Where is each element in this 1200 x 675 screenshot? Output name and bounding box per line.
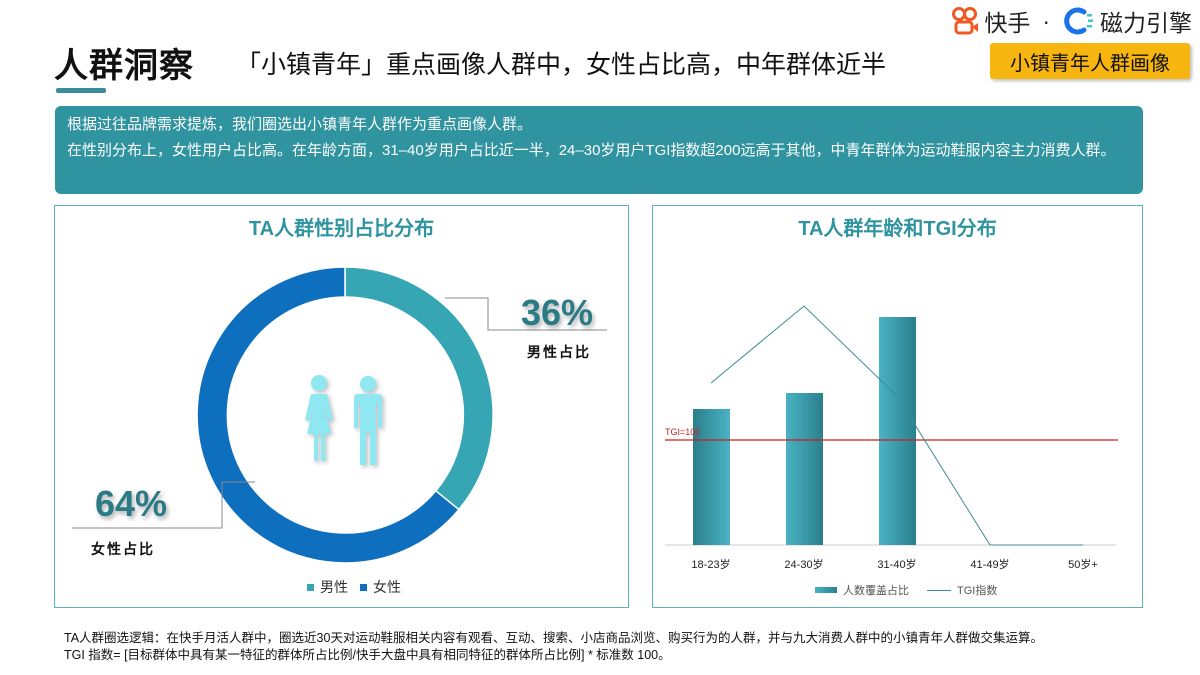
legend-swatch-bar [815, 587, 837, 593]
female-percentage-label: 女性占比 [91, 541, 155, 557]
legend-swatch-line [927, 589, 951, 591]
donut-segments [196, 266, 494, 564]
x-label-31-40: 31-40岁 [877, 559, 917, 571]
gender-donut-chart [72, 266, 607, 564]
footnote-line-2: TGI 指数= [目标群体中具有某一特征的群体所占比例/快手大盘中具有相同特征的… [64, 648, 671, 662]
gender-chart-panel: TA人群性别占比分布 36% 男性占比 64% 女性占比 男性 女性 [54, 205, 629, 608]
summary-box: 根据过往品牌需求提炼，我们圈选出小镇青年人群作为重点画像人群。 在性别分布上，女… [55, 106, 1143, 194]
legend-label-female: 女性 [373, 579, 401, 595]
footnote-line-1: TA人群圈选逻辑：在快手月活人群中，圈选近30天对运动鞋服相关内容有观看、互动、… [64, 631, 1043, 645]
legend-label-tgi: TGI指数 [957, 585, 998, 597]
people-icon [305, 375, 382, 465]
female-leader-line [72, 481, 255, 529]
bar-18-23 [693, 409, 730, 545]
x-label-50-plus: 50岁+ [1068, 559, 1098, 571]
footnote: TA人群圈选逻辑：在快手月活人群中，圈选近30天对运动鞋服相关内容有观看、互动、… [64, 630, 1043, 664]
brand-logos: 快手 · 磁力引擎 [950, 4, 1192, 38]
brand-separator: · [1042, 7, 1050, 34]
legend-swatch-female [360, 583, 367, 591]
age-tgi-chart: TGI=100 [665, 305, 1118, 546]
tgi-reference-label: TGI=100 [665, 427, 700, 437]
age-tgi-chart-panel: TA人群年龄和TGI分布 TGI=100 18-23岁 24-30岁 31-40… [652, 205, 1143, 608]
donut-segment-female [196, 266, 460, 564]
gender-legend: 男性 女性 [307, 577, 401, 597]
x-label-41-49: 41-49岁 [970, 559, 1010, 571]
male-percentage-label: 男性占比 [527, 344, 591, 360]
x-label-24-30: 24-30岁 [784, 559, 824, 571]
page-subtitle: 「小镇青年」重点画像人群中，女性占比高，中年群体近半 [236, 51, 887, 79]
legend-swatch-male [307, 583, 314, 591]
summary-line-1: 根据过往品牌需求提炼，我们圈选出小镇青年人群作为重点画像人群。 [67, 116, 533, 133]
bar-24-30 [786, 393, 823, 545]
gender-chart-title: TA人群性别占比分布 [248, 218, 435, 240]
legend-label-male: 男性 [320, 579, 348, 595]
cili-engine-logo-icon [1064, 7, 1093, 35]
brand-cili-engine: 磁力引擎 [1100, 10, 1192, 36]
female-percentage: 64% [95, 483, 168, 524]
brand-kuaishou: 快手 [984, 10, 1031, 36]
male-percentage: 36% [521, 292, 594, 333]
tgi-line [710, 305, 1083, 546]
age-chart-legend: 人数覆盖占比 TGI指数 [815, 582, 997, 598]
kuaishou-logo-icon [952, 7, 979, 35]
x-label-18-23: 18-23岁 [691, 559, 731, 571]
male-leader-line [445, 297, 607, 331]
page-title: 人群洞察 [54, 47, 194, 85]
legend-label-coverage: 人数覆盖占比 [843, 585, 909, 597]
age-chart-title: TA人群年龄和TGI分布 [798, 218, 997, 240]
section-tag: 小镇青年人群画像 [990, 43, 1190, 79]
title-underline [56, 88, 106, 93]
bar-31-40 [879, 317, 916, 545]
summary-line-2: 在性别分布上，女性用户占比高。在年龄方面，31–40岁用户占比近一半，24–30… [67, 142, 1116, 159]
